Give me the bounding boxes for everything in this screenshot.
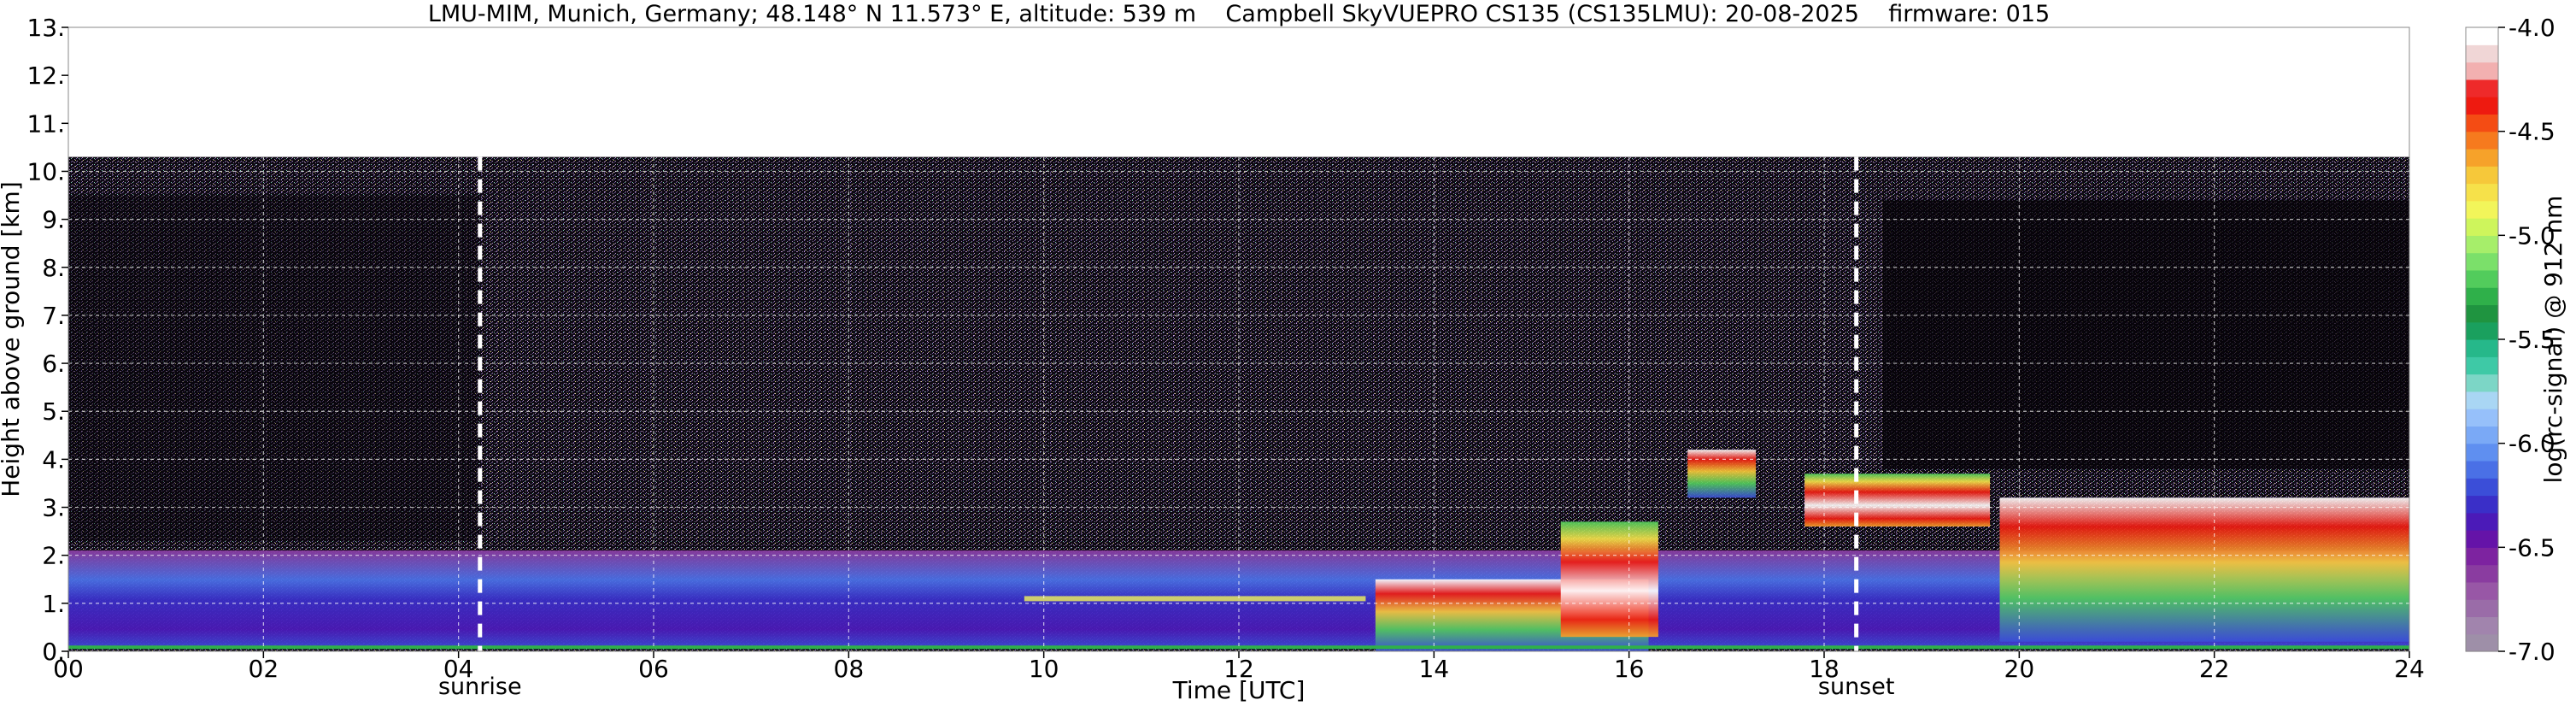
colorbar-segment <box>2466 581 2498 600</box>
colorbar <box>2465 26 2499 652</box>
x-axis-label: Time [UTC] <box>1172 676 1306 704</box>
cloud-layer-5 <box>1999 497 2409 642</box>
colorbar-segment <box>2466 79 2498 97</box>
sunset-label: sunset <box>1818 674 1895 700</box>
colorbar-segment <box>2466 478 2498 497</box>
event-lines <box>478 156 1859 651</box>
colorbar-segment <box>2466 599 2498 618</box>
colorbar-ticks: -4.0 -4.5 -5.0 -5.5 -6.0 -6.5 -7.0 <box>2498 14 2555 666</box>
colorbar-segment <box>2466 252 2498 271</box>
x-tick-label: 22 <box>2199 655 2230 683</box>
colorbar-segment <box>2466 391 2498 409</box>
colorbar-segment <box>2466 616 2498 635</box>
x-tick-label: 04 <box>443 655 474 683</box>
x-tick-label: 20 <box>2004 655 2035 683</box>
x-tick-label: 24 <box>2394 655 2425 683</box>
y-tick-label: 2. <box>42 542 65 570</box>
y-tick-label: 7. <box>42 302 65 330</box>
colorbar-segment <box>2466 166 2498 185</box>
colorbar-segment <box>2466 547 2498 566</box>
colorbar-tick-label: -4.0 <box>2509 14 2555 42</box>
y-tick-label: 9. <box>42 206 65 234</box>
colorbar-segment <box>2466 495 2498 514</box>
y-axis-label: Height above ground [km] <box>0 181 25 497</box>
colorbar-segment <box>2466 200 2498 219</box>
colorbar-segment <box>2466 426 2498 444</box>
y-tick-label: 12. <box>26 62 65 90</box>
colorbar-segment <box>2466 44 2498 63</box>
colorbar-tick-label: -5.5 <box>2509 326 2555 354</box>
colorbar-tick-label: -6.0 <box>2509 430 2555 458</box>
colorbar-segment <box>2466 356 2498 375</box>
x-tick-label: 14 <box>1419 655 1450 683</box>
grid-lines <box>68 27 2409 651</box>
y-tick-label: 5. <box>42 397 65 426</box>
y-tick-label: 8. <box>42 254 65 282</box>
x-tick-label: 10 <box>1029 655 1059 683</box>
colorbar-segment <box>2466 97 2498 115</box>
colorbar-segment <box>2466 131 2498 150</box>
colorbar-segment <box>2466 62 2498 80</box>
colorbar-segment <box>2466 443 2498 462</box>
y-tick-label: 4. <box>42 445 65 474</box>
colorbar-tick-label: -6.5 <box>2509 533 2555 562</box>
colorbar-segment <box>2466 287 2498 306</box>
x-tick-label: 02 <box>249 655 279 683</box>
colorbar-segment <box>2466 114 2498 132</box>
x-axis-ticks: 00 02 04 06 08 10 12 14 16 18 20 22 24 <box>53 651 2425 683</box>
x-tick-label: 16 <box>1614 655 1645 683</box>
x-tick-label: 06 <box>638 655 669 683</box>
colorbar-segment <box>2466 512 2498 531</box>
aerosol-layer-top <box>1024 596 1366 602</box>
cloud-features <box>68 450 2409 651</box>
colorbar-segment <box>2466 409 2498 427</box>
x-tick-label: 00 <box>53 655 84 683</box>
colorbar-tick-label: -4.5 <box>2509 118 2555 146</box>
colorbar-segment <box>2466 27 2498 45</box>
cloud-layer-3 <box>1687 450 1757 498</box>
colorbar-tick-label: -5.0 <box>2509 221 2555 250</box>
colorbar-segment <box>2466 564 2498 583</box>
x-tick-label: 08 <box>834 655 865 683</box>
y-tick-label: 0. <box>42 638 65 666</box>
colorbar-label: log(rc-signal) @ 912 nm <box>2539 196 2567 484</box>
x-tick-label: 18 <box>1809 655 1840 683</box>
colorbar-segment <box>2466 321 2498 340</box>
colorbar-segment <box>2466 633 2498 652</box>
colorbar-segment <box>2466 218 2498 236</box>
event-labels: sunrise sunset <box>438 674 1894 700</box>
colorbar-segment <box>2466 148 2498 167</box>
sunrise-label: sunrise <box>438 674 522 700</box>
colorbar-tick-label: -7.0 <box>2509 638 2555 666</box>
y-tick-label: 10. <box>26 157 65 185</box>
colorbar-segment <box>2466 374 2498 392</box>
colorbar-segment <box>2466 530 2498 548</box>
y-tick-label: 6. <box>42 350 65 378</box>
y-tick-label: 3. <box>42 494 65 522</box>
surface-layer <box>68 645 2409 650</box>
colorbar-segment <box>2466 460 2498 479</box>
y-axis-ticks: 0. 1. 2. 3. 4. 5. 6. 7. 8. 9. 10. 11. 12. 13. <box>26 14 68 666</box>
cloud-layer-4 <box>1804 474 1991 527</box>
y-tick-label: 11. <box>26 109 65 138</box>
y-tick-label: 1. <box>42 590 65 618</box>
colorbar-segment <box>2466 269 2498 288</box>
early-dark-region <box>68 195 478 541</box>
colorbar-segment <box>2466 339 2498 357</box>
colorbar-segment <box>2466 304 2498 323</box>
x-tick-label: 12 <box>1223 655 1254 683</box>
cloud-layer-2 <box>1560 521 1658 638</box>
colorbar-segment <box>2466 183 2498 202</box>
night-dark-region <box>1882 200 2409 469</box>
chart-title: LMU-MIM, Munich, Germany; 48.148° N 11.5… <box>428 1 2050 27</box>
y-tick-label: 13. <box>26 14 65 42</box>
colorbar-segment <box>2466 235 2498 254</box>
